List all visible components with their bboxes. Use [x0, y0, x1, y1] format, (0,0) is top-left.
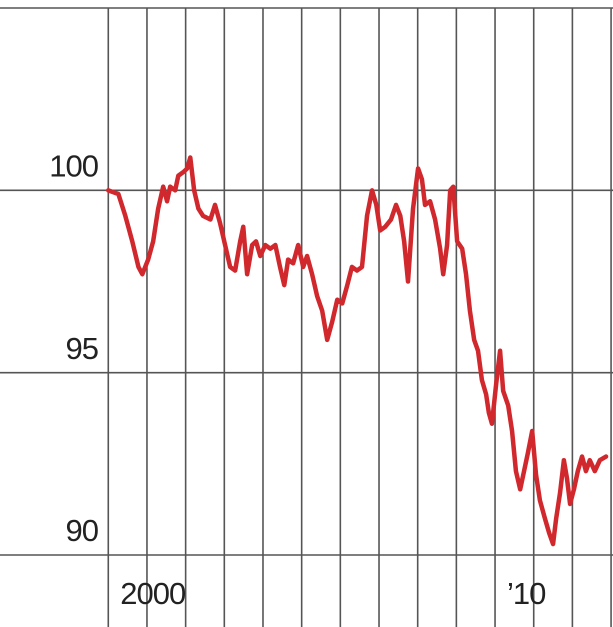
y-tick-label: 90 — [66, 513, 99, 548]
x-tick-label: 2000 — [120, 576, 186, 611]
data-line — [106, 155, 609, 547]
x-tick-label: ’10 — [507, 576, 546, 611]
y-tick-label: 95 — [66, 331, 98, 366]
y-tick-label: 100 — [49, 149, 98, 184]
